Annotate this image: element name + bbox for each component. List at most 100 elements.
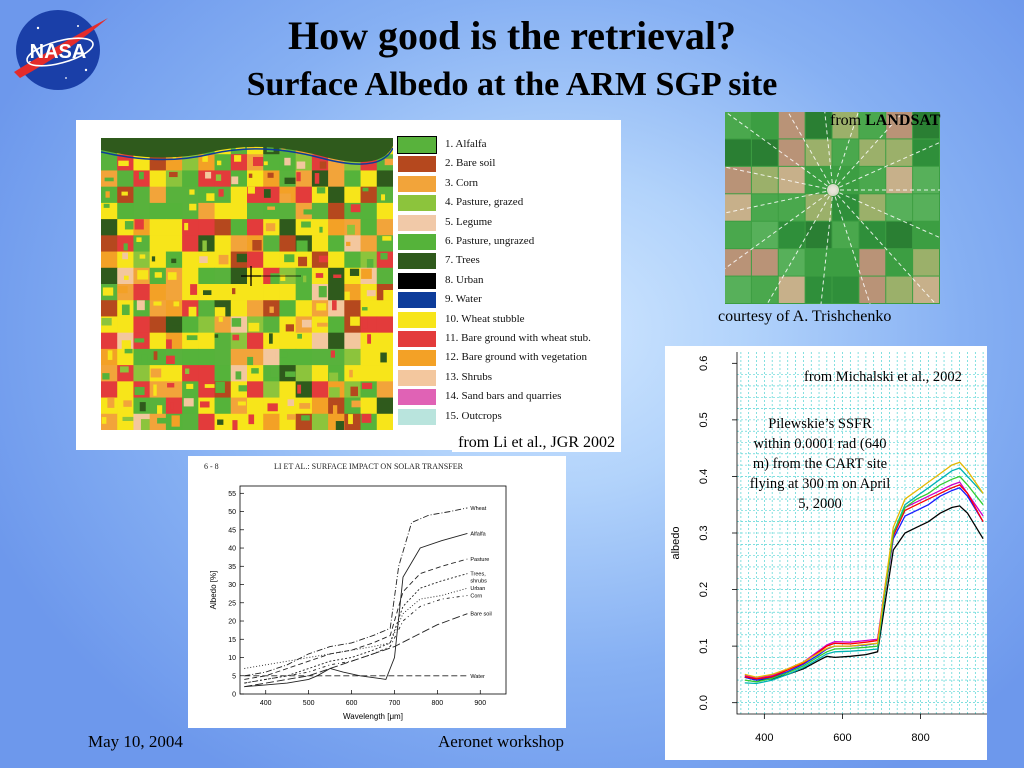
map-field <box>151 221 163 225</box>
map-field <box>230 235 248 253</box>
map-field <box>247 381 264 399</box>
map-field <box>328 235 345 253</box>
map-field <box>270 366 279 378</box>
ssfr-plot-frame <box>736 352 987 715</box>
landsat-field <box>832 276 859 303</box>
map-field <box>376 381 393 399</box>
map-field <box>214 284 232 301</box>
legend-swatch <box>397 136 437 154</box>
map-field <box>189 189 195 195</box>
map-field <box>153 301 162 306</box>
landsat-flight-track <box>832 141 940 191</box>
map-field <box>247 397 264 415</box>
map-field <box>295 348 313 366</box>
map-field <box>198 267 216 285</box>
map-field <box>360 219 378 236</box>
legend-item: 9. Water <box>398 291 613 311</box>
landsat-image <box>725 112 940 304</box>
map-field <box>335 421 344 430</box>
landcover-map <box>101 138 393 430</box>
legend-label: 15. Outcrops <box>445 409 502 422</box>
map-field <box>185 368 190 374</box>
map-field <box>171 415 180 427</box>
legend-item: 6. Pasture, ungrazed <box>398 233 613 253</box>
map-field <box>263 170 280 188</box>
map-field <box>167 383 175 388</box>
map-field <box>198 219 216 236</box>
map-field <box>153 238 158 247</box>
map-field <box>232 420 238 430</box>
ssfr-albedo-chart: 0.0 0.1 0.2 0.3 0.4 0.5 0.6 400 600 800 albedo <box>670 352 987 744</box>
series-label: Pasture <box>470 557 489 563</box>
map-field <box>311 332 329 350</box>
map-field <box>247 251 264 269</box>
map-field <box>296 172 301 182</box>
map-field <box>366 290 376 297</box>
map-field <box>367 334 372 344</box>
landsat-site-center <box>827 184 839 196</box>
map-field <box>153 384 157 396</box>
map-field <box>267 172 274 178</box>
legend-label: 9. Water <box>445 293 482 306</box>
map-field <box>105 191 110 198</box>
landsat-field <box>859 112 886 139</box>
map-field <box>182 365 199 382</box>
series-label: Water <box>470 674 485 680</box>
map-field <box>231 176 239 185</box>
map-field <box>118 160 129 167</box>
map-field <box>165 365 183 382</box>
map-field <box>360 170 378 188</box>
map-field <box>137 270 149 280</box>
map-field <box>286 414 296 420</box>
map-field <box>173 301 180 307</box>
map-field <box>184 222 189 231</box>
map-field <box>349 369 353 378</box>
map-field <box>346 241 351 247</box>
series-label: Corn <box>470 593 482 599</box>
map-field <box>198 381 216 399</box>
landcover-map-panel: 1. Alfalfa 2. Bare soil 3. Corn 4. Pasture,… <box>76 120 621 452</box>
map-field <box>103 203 110 208</box>
map-field <box>122 252 129 260</box>
map-field <box>236 203 244 209</box>
landsat-flight-track <box>824 112 834 191</box>
map-field <box>134 219 144 230</box>
legend-item: 2. Bare soil <box>398 155 613 175</box>
map-field <box>269 306 274 313</box>
map-field <box>350 316 360 326</box>
landsat-courtesy: courtesy of A. Trishchenko <box>718 308 892 325</box>
map-field <box>149 348 167 366</box>
map-field <box>214 397 232 415</box>
landsat-field <box>725 166 751 194</box>
map-field <box>166 355 175 364</box>
map-field <box>165 397 183 415</box>
map-field <box>198 332 216 350</box>
x-tick-label: 600 <box>833 732 851 744</box>
ssfr-figure-panel: 0.0 0.1 0.2 0.3 0.4 0.5 0.6 400 600 800 albedo fro… <box>665 346 987 760</box>
map-field <box>248 322 260 332</box>
y-tick-label: 15 <box>228 637 236 644</box>
map-field <box>247 219 264 236</box>
landsat-field <box>805 139 832 166</box>
legend-label: 11. Bare ground with wheat stub. <box>445 332 591 344</box>
landsat-field <box>859 276 886 303</box>
map-field <box>344 186 362 204</box>
map-field <box>136 300 145 311</box>
map-field <box>266 351 276 359</box>
landsat-field <box>725 194 751 221</box>
landsat-field <box>859 166 886 194</box>
map-field <box>360 300 378 317</box>
map-field <box>297 333 302 339</box>
y-tick-label: 0.4 <box>698 469 710 484</box>
map-field <box>311 348 329 366</box>
y-tick-label: 0.6 <box>698 356 710 371</box>
map-field <box>279 202 297 220</box>
map-field <box>362 187 369 192</box>
map-field <box>348 414 353 425</box>
landsat-field <box>886 276 913 303</box>
map-field <box>153 351 158 360</box>
map-field <box>169 171 178 178</box>
map-field <box>376 365 393 382</box>
map-field <box>202 240 207 252</box>
map-field <box>328 316 345 334</box>
